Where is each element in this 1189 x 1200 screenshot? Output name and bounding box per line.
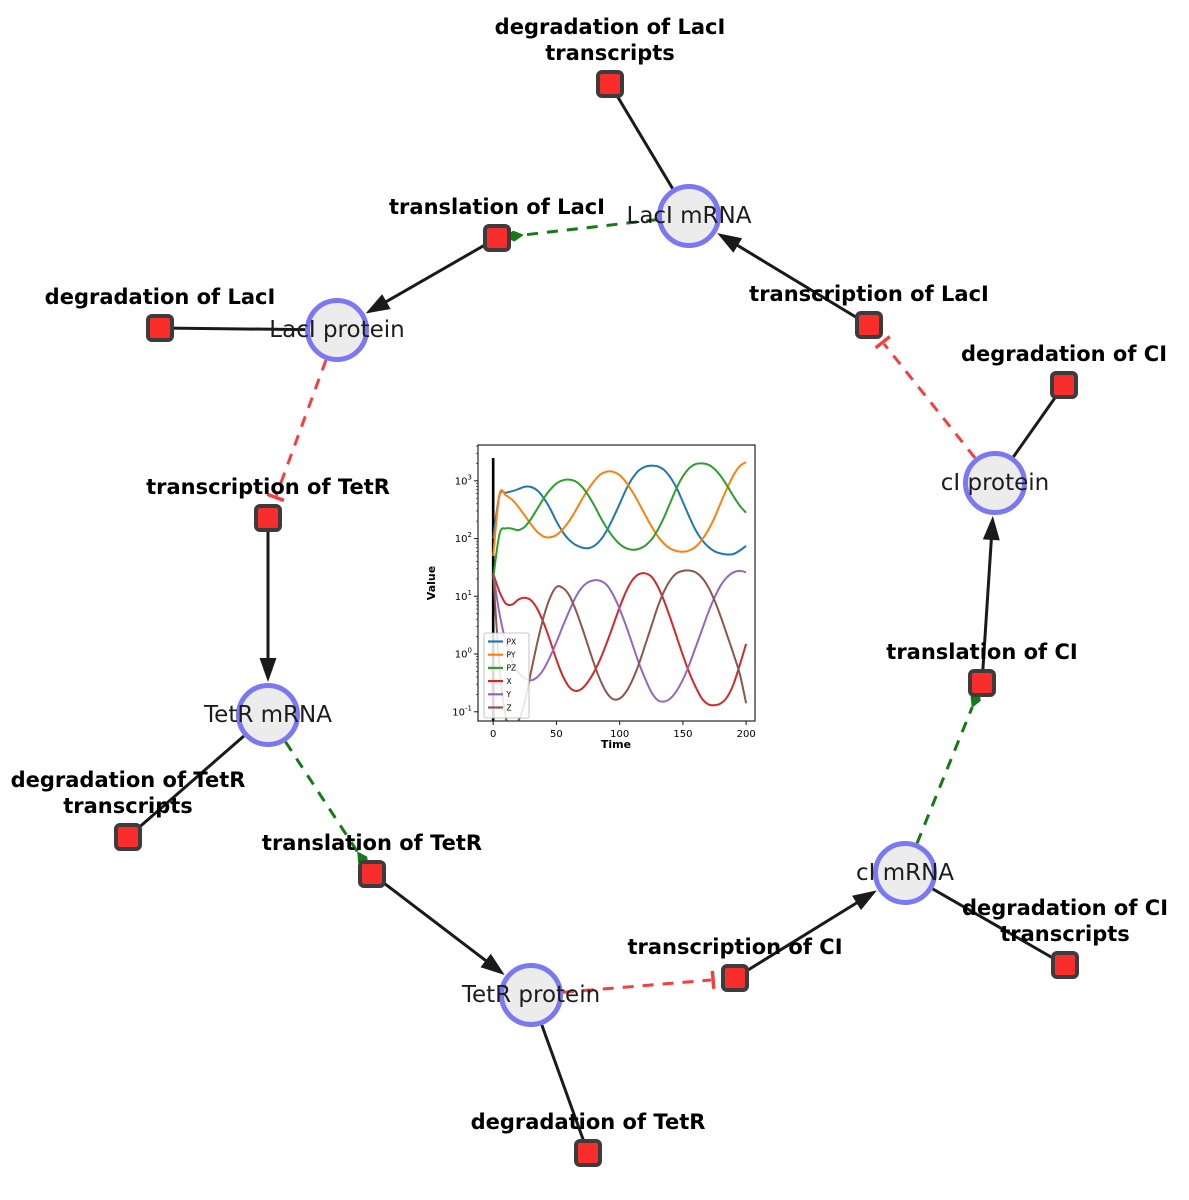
x-tick-label: 100	[610, 729, 629, 740]
chart-series-Z	[492, 569, 748, 721]
legend-label-PZ: PZ	[507, 664, 517, 673]
edge-tx_laci-laci_mrna	[717, 233, 870, 327]
chart-series-PY	[492, 461, 747, 557]
edge-tl_tetr-tetr_protein	[371, 872, 505, 976]
chart-series-Y	[492, 569, 747, 703]
edge-laci_mrna-deg_laci_tx	[608, 83, 674, 190]
x-tick-label: 50	[550, 729, 563, 740]
edge-tl_ci-ci_protein	[980, 515, 1000, 684]
x-tick-label: 200	[737, 729, 756, 740]
edge-ci_mrna-deg_ci_tx	[931, 887, 1066, 967]
edge-laci_protein-deg_laci	[159, 326, 306, 332]
chart-x-axis-label: Time	[601, 738, 631, 751]
y-tick-label: 102	[455, 531, 472, 545]
chart-y-axis-label: Value	[425, 566, 438, 600]
legend-label-X: X	[507, 677, 512, 686]
edge-laci_protein-tx_tetr	[266, 359, 328, 503]
edge-tetr_protein-deg_tetr	[540, 1024, 590, 1154]
legend-label-Z: Z	[507, 703, 512, 712]
inset-chart: 10-1 100 101 102 103 0 50 100 150 200 PX PY PZ XYZ Ti…	[425, 444, 756, 751]
chart-series-PX	[492, 464, 747, 556]
edge-tetr_mrna-tl_tetr	[284, 740, 369, 869]
edge-laci_mrna-tl_laci	[503, 218, 658, 242]
legend-label-PX: PX	[507, 637, 517, 646]
edge-ci_mrna-tl_ci	[915, 689, 981, 844]
edge-tx_ci-ci_mrna	[734, 890, 877, 980]
y-tick-label: 101	[455, 589, 472, 603]
y-tick-label: 10-1	[452, 704, 472, 718]
edge-tetr_mrna-deg_tetr_tx	[127, 734, 245, 839]
x-tick-label: 0	[490, 729, 496, 740]
x-tick-label: 150	[673, 729, 692, 740]
edge-tl_laci-laci_protein	[365, 236, 498, 314]
edge-ci_protein-deg_ci	[1012, 384, 1066, 458]
chart-legend: PX PY PZ XYZ	[483, 632, 530, 719]
legend-label-Y: Y	[506, 690, 512, 699]
chart-series-X	[492, 572, 748, 707]
edge-ci_protein-tx_laci	[874, 335, 977, 459]
y-tick-label: 100	[455, 647, 472, 661]
chart-series-PZ	[492, 462, 747, 580]
legend-label-PY: PY	[507, 651, 516, 660]
edge-tx_tetr-tetr_mrna	[259, 518, 277, 682]
edge-tetr_protein-tx_ci	[562, 970, 716, 994]
y-tick-label: 103	[455, 473, 472, 487]
